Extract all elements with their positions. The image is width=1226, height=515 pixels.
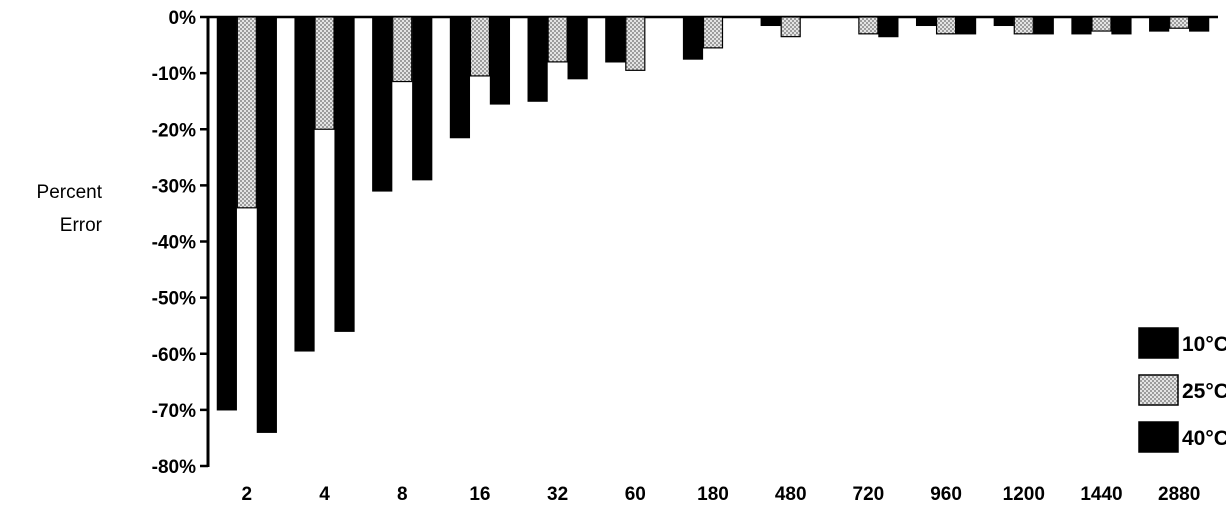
legend-swatch [1138, 327, 1179, 359]
y-axis [206, 15, 1218, 467]
bar-3-2880 [1189, 16, 1210, 32]
bar-1-1440 [1071, 16, 1092, 35]
bar-2-2880 [1169, 16, 1190, 29]
x-tick-label: 1200 [1003, 484, 1045, 505]
y-tick-labels: 0% -10% -20% -30% -40% -50% -60% -70% -80% [152, 8, 208, 478]
bar-1-2 [216, 16, 237, 411]
bar-2-16 [469, 16, 491, 77]
bar-2-960 [935, 16, 957, 35]
x-tick-label: 32 [547, 484, 568, 505]
x-tick-label: 8 [397, 484, 408, 505]
bar-1-480 [760, 16, 781, 27]
legend-label: 40°C [1182, 427, 1226, 450]
bar-2-2 [236, 16, 257, 209]
bar-3-720 [878, 16, 899, 38]
bar-3-1200 [1033, 16, 1054, 35]
y-tick-label: -20% [152, 120, 196, 141]
y-axis-label-line-2: Error [60, 215, 103, 236]
bar-1-4 [294, 16, 315, 352]
bar-3-4 [334, 16, 355, 332]
bar-1-2880 [1149, 16, 1170, 32]
y-axis-label: Percent Error [37, 182, 103, 236]
y-tick-label: -50% [152, 289, 196, 310]
bar-1-16 [449, 16, 471, 139]
bar-3-32 [567, 16, 588, 80]
bar-1-180 [682, 16, 704, 60]
x-tick-labels: 2 4 8 16 32 60 180 480 720 960 1200 1440 2880 [242, 484, 1201, 505]
bar-2-1200 [1013, 16, 1034, 35]
bar-2-4 [314, 16, 335, 130]
bar-3-16 [489, 16, 511, 105]
x-tick-label: 180 [697, 484, 729, 505]
bar-2-1440 [1091, 16, 1112, 32]
bar-2-480 [780, 16, 801, 38]
y-tick-label: -30% [152, 176, 196, 197]
legend: 10°C 25°C 40°C [1138, 327, 1226, 453]
x-tick-label: 4 [319, 484, 330, 505]
legend-label: 10°C [1182, 333, 1226, 356]
bar-1-960 [915, 16, 937, 27]
bar-2-720 [858, 16, 879, 35]
bar-2-180 [702, 16, 724, 49]
x-tick-label: 960 [930, 484, 962, 505]
y-tick-label: 0% [169, 8, 197, 29]
y-tick-label: -40% [152, 233, 196, 254]
y-tick-label: -70% [152, 401, 196, 422]
x-tick-label: 2 [242, 484, 253, 505]
x-tick-label: 60 [625, 484, 646, 505]
y-tick-label: -60% [152, 345, 196, 366]
bar-3-960 [955, 16, 977, 35]
bar-1-60 [605, 16, 626, 63]
x-tick-label: 2880 [1158, 484, 1200, 505]
bar-3-2 [256, 16, 277, 433]
x-tick-label: 16 [469, 484, 490, 505]
legend-label: 25°C [1182, 380, 1226, 403]
y-tick-label: -80% [152, 457, 196, 478]
y-axis-label-line-1: Percent [37, 182, 103, 203]
bar-2-32 [547, 16, 568, 63]
y-tick-label: -10% [152, 64, 196, 85]
bar-3-8 [412, 16, 433, 181]
legend-swatch [1138, 421, 1179, 453]
bars [216, 16, 1210, 433]
x-tick-label: 720 [853, 484, 885, 505]
x-tick-label: 480 [775, 484, 807, 505]
bar-1-1200 [993, 16, 1014, 27]
legend-swatch [1138, 374, 1179, 406]
bar-1-32 [527, 16, 548, 102]
bar-3-1440 [1111, 16, 1132, 35]
x-tick-label: 1440 [1080, 484, 1122, 505]
bar-2-60 [625, 16, 646, 71]
bar-1-8 [372, 16, 393, 192]
bar-2-8 [392, 16, 413, 83]
